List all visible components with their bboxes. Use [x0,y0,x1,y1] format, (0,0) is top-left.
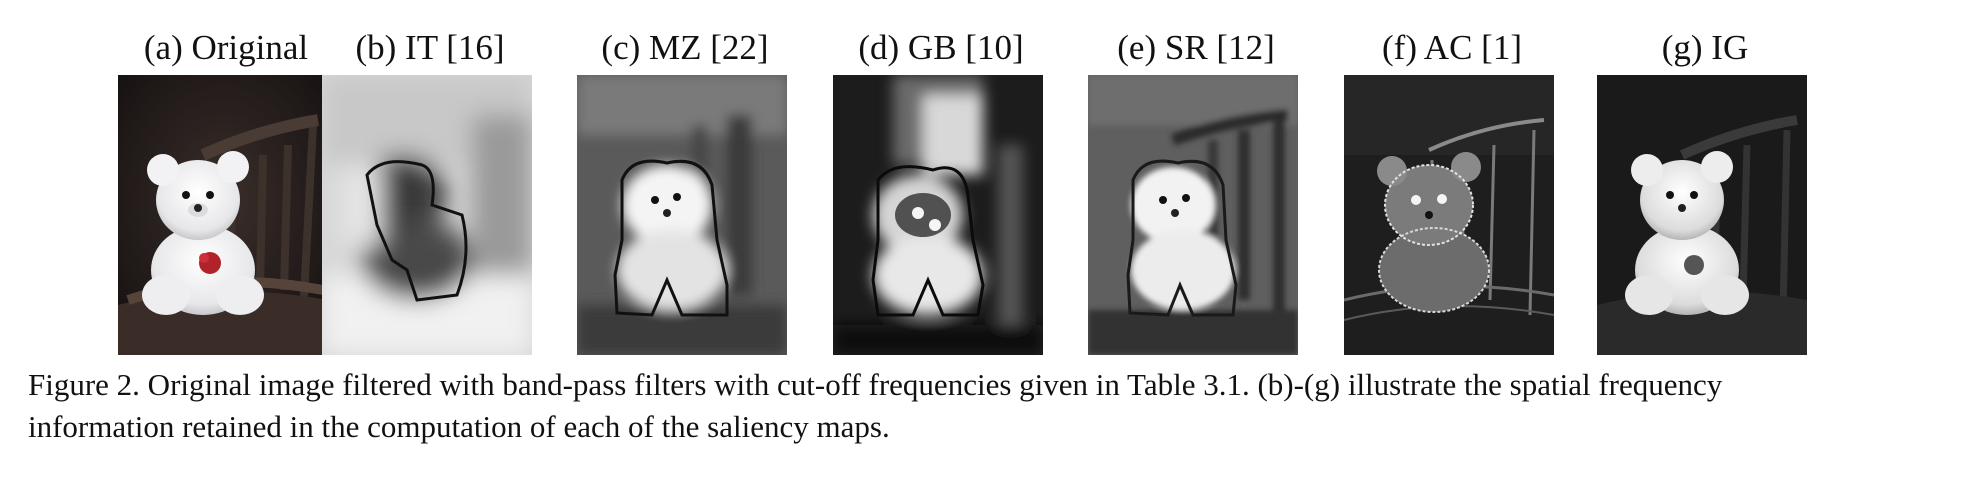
ig-saliency [1597,75,1807,355]
panel-label: (a) Original [143,28,309,67]
panel-label: (d) GB [10] [858,28,1024,67]
ac-filtered-image [1344,75,1554,355]
panel-d-gb: (d) GB [10] [811,0,1071,360]
teddy-bear-original-image [118,75,328,355]
gb-saliency [833,75,1043,355]
mz-filtered-image [577,75,787,355]
it-blurred-saliency [322,75,532,355]
panel-b-it: (b) IT [16] [300,0,560,360]
figure-caption: Figure 2. Original image filtered with b… [28,364,1948,448]
panel-g-ig: (g) IG [1575,0,1835,360]
ig-filtered-image [1597,75,1807,355]
panel-f-ac: (f) AC [1] [1322,0,1582,360]
panel-label: (f) AC [1] [1382,28,1522,67]
panel-c-mz: (c) MZ [22] [555,0,815,360]
panel-label: (e) SR [12] [1117,28,1275,67]
panel-label: (c) MZ [22] [601,28,769,67]
mz-saliency [577,75,787,355]
sr-filtered-image [1088,75,1298,355]
caption-line-1: Figure 2. Original image filtered with b… [28,367,1723,402]
panel-e-sr: (e) SR [12] [1066,0,1326,360]
panel-label: (g) IG [1661,28,1749,67]
panel-label: (b) IT [16] [355,28,505,67]
gb-filtered-image [833,75,1043,355]
sr-saliency [1088,75,1298,355]
caption-line-2: information retained in the computation … [28,409,890,444]
panel-a-original: (a) Original [96,0,356,360]
figure-panels: (a) Original [96,0,1835,360]
it-filtered-image [322,75,532,355]
ac-saliency [1344,75,1554,355]
teddy-bear-illustration [118,75,328,355]
